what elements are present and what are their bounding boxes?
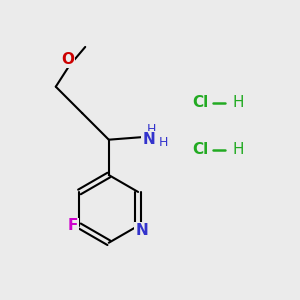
Text: Cl: Cl: [192, 142, 208, 158]
Text: H: H: [159, 136, 168, 149]
Text: N: N: [135, 223, 148, 238]
Text: O: O: [61, 52, 74, 67]
Text: Cl: Cl: [192, 95, 208, 110]
Text: H: H: [232, 142, 244, 158]
Text: N: N: [142, 132, 155, 147]
Text: H: H: [147, 123, 156, 136]
Text: F: F: [68, 218, 78, 233]
Text: H: H: [232, 95, 244, 110]
